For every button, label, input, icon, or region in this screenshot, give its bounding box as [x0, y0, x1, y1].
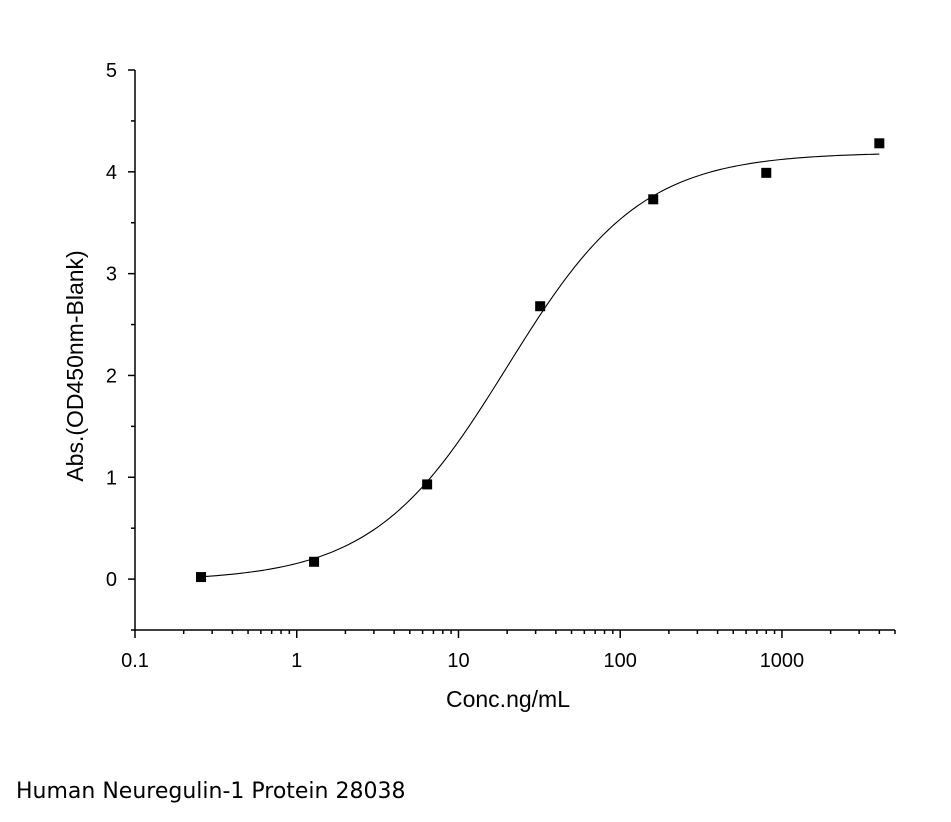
data-points — [196, 138, 885, 583]
figure-caption: Human Neuregulin-1 Protein 28038 — [16, 779, 406, 804]
data-point — [761, 167, 772, 178]
y-tick-label: 4 — [106, 162, 117, 184]
fit-curve-layer — [200, 153, 880, 578]
x-axis: 0.1 1 10 100 1000 — [121, 629, 896, 672]
fit-curve — [200, 153, 880, 578]
x-tick-label: 1000 — [760, 650, 805, 672]
y-tick-label: 5 — [106, 60, 117, 82]
data-point — [309, 556, 320, 567]
data-point — [196, 572, 207, 583]
data-point — [422, 479, 433, 490]
y-axis: 0 1 2 3 4 5 — [106, 60, 136, 631]
x-tick-label: 0.1 — [121, 650, 149, 672]
y-tick-label: 2 — [106, 365, 117, 387]
x-tick-label: 10 — [447, 650, 469, 672]
y-axis-title: Abs.(OD450nm-Blank) — [62, 250, 88, 481]
x-tick-label: 1 — [291, 650, 302, 672]
data-point — [874, 138, 885, 149]
y-tick-label: 1 — [106, 467, 117, 489]
y-tick-label: 3 — [106, 264, 117, 286]
data-point — [535, 301, 546, 312]
data-point — [648, 194, 659, 205]
x-tick-label: 100 — [604, 650, 637, 672]
x-axis-title: Conc.ng/mL — [446, 686, 570, 712]
y-tick-label: 0 — [106, 569, 117, 591]
